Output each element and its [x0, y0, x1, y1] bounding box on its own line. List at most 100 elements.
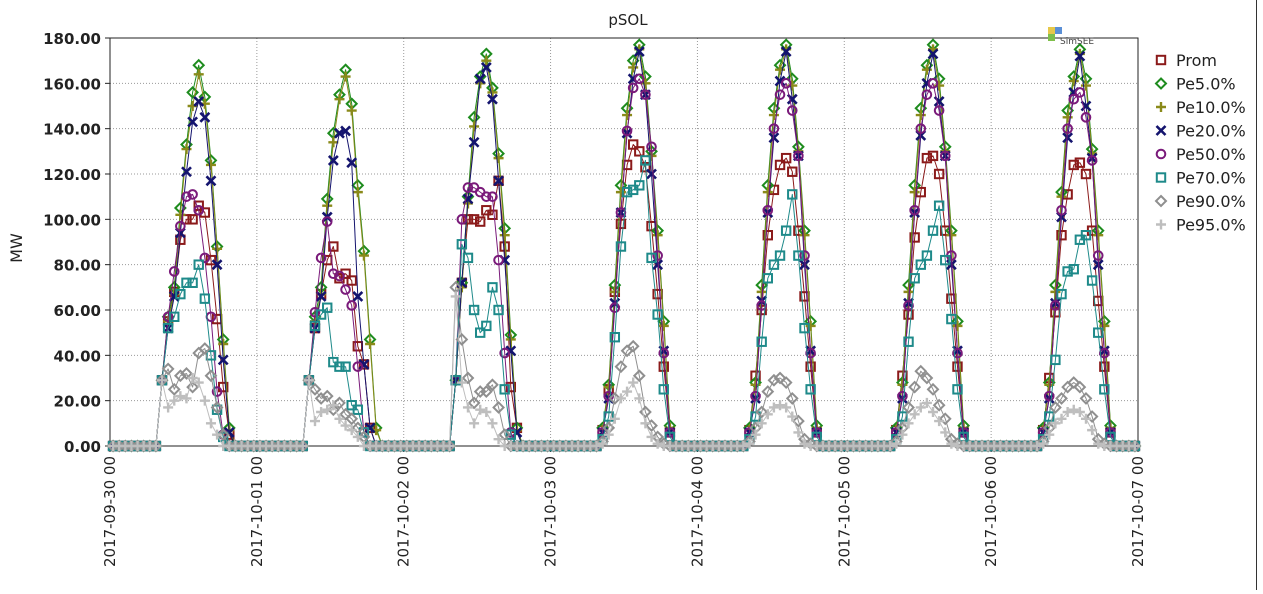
- data-point: [487, 418, 498, 429]
- y-tick-label: 140.00: [43, 121, 101, 139]
- data-point: [334, 127, 345, 139]
- data-point: [161, 362, 175, 376]
- data-point: [952, 361, 963, 372]
- data-point: [603, 429, 614, 440]
- data-point: [333, 396, 346, 410]
- data-point: [787, 411, 798, 422]
- data-point: [926, 382, 940, 396]
- data-point: [475, 216, 486, 227]
- data-point: [456, 239, 468, 250]
- data-point: [468, 304, 480, 316]
- data-point: [1044, 411, 1055, 422]
- data-point: [1068, 264, 1079, 275]
- data-point: [615, 187, 626, 198]
- x-tick-label: 2017-10-02 00: [395, 456, 413, 567]
- data-point: [1093, 327, 1104, 338]
- data-point: [340, 71, 351, 82]
- data-point: [920, 371, 934, 385]
- data-point: [461, 371, 475, 385]
- data-point: [780, 78, 792, 89]
- data-point: [481, 55, 492, 66]
- data-point: [365, 339, 376, 349]
- data-point: [762, 187, 773, 198]
- data-point: [217, 354, 229, 366]
- data-point: [173, 369, 187, 383]
- data-point: [444, 441, 455, 451]
- legend-label: Pe95.0%: [1176, 216, 1246, 235]
- data-point: [646, 168, 657, 180]
- data-point: [933, 200, 945, 211]
- data-point: [474, 73, 486, 85]
- data-point: [626, 339, 640, 353]
- right-edge-rule: [1256, 0, 1257, 590]
- data-point: [627, 82, 639, 94]
- legend-item: Pe20.0%: [1155, 122, 1246, 141]
- data-point: [499, 347, 510, 359]
- data-point: [609, 302, 621, 314]
- data-point: [945, 259, 957, 271]
- data-point: [309, 416, 320, 427]
- data-point: [793, 427, 804, 438]
- data-point: [793, 250, 804, 261]
- data-point: [909, 232, 920, 243]
- legend-item: Pe70.0%: [1155, 169, 1246, 188]
- data-point: [1062, 266, 1073, 277]
- data-point: [633, 73, 645, 85]
- data-point: [157, 375, 168, 386]
- data-point: [756, 300, 767, 311]
- data-point: [212, 243, 223, 254]
- data-point: [1086, 275, 1098, 286]
- data-point: [493, 254, 504, 266]
- data-point: [1068, 93, 1080, 105]
- data-point: [774, 250, 786, 261]
- data-point: [334, 413, 345, 424]
- data-point: [334, 94, 345, 105]
- data-point: [634, 146, 645, 157]
- data-point: [774, 159, 786, 171]
- data-point: [204, 369, 218, 383]
- data-point: [897, 379, 908, 390]
- data-point: [780, 46, 792, 58]
- data-point: [915, 123, 927, 134]
- data-point: [799, 438, 810, 449]
- data-point: [756, 336, 767, 347]
- data-point: [921, 152, 933, 164]
- data-point: [346, 275, 357, 286]
- data-point: [467, 396, 481, 410]
- data-point: [903, 300, 914, 311]
- data-point: [469, 418, 480, 429]
- legend-label: Prom: [1176, 51, 1217, 70]
- data-point: [658, 347, 670, 359]
- data-point: [1056, 230, 1067, 241]
- data-point: [340, 420, 351, 431]
- x-tick-label: 2017-10-07 00: [1129, 456, 1147, 567]
- data-point: [475, 327, 486, 338]
- data-point: [308, 382, 322, 396]
- data-point: [805, 320, 816, 331]
- legend-marker: [1155, 148, 1167, 160]
- data-point: [198, 342, 212, 355]
- data-point: [486, 378, 499, 392]
- data-point: [1068, 76, 1079, 87]
- data-point: [640, 418, 651, 429]
- simsee-logo: SimSEE: [1048, 27, 1094, 47]
- data-point: [462, 182, 474, 193]
- data-point: [621, 186, 633, 198]
- data-point: [322, 404, 333, 415]
- data-point: [499, 384, 510, 395]
- legend-marker: [1154, 77, 1168, 90]
- data-point: [640, 155, 651, 166]
- data-point: [1062, 132, 1074, 144]
- data-point: [1056, 204, 1067, 216]
- data-point: [456, 377, 467, 388]
- data-point: [761, 385, 775, 399]
- series-pe5-0-: [106, 38, 1142, 453]
- legend: Prom Pe5.0% Pe10.0% Pe20.0% Pe50.0% Pe70.0% Pe…: [1154, 51, 1246, 235]
- legend-item: Prom: [1155, 51, 1217, 70]
- data-point: [622, 386, 633, 397]
- data-point: [187, 189, 198, 200]
- data-point: [767, 373, 781, 387]
- data-point: [921, 89, 933, 100]
- data-point: [487, 209, 498, 221]
- data-point: [779, 376, 793, 389]
